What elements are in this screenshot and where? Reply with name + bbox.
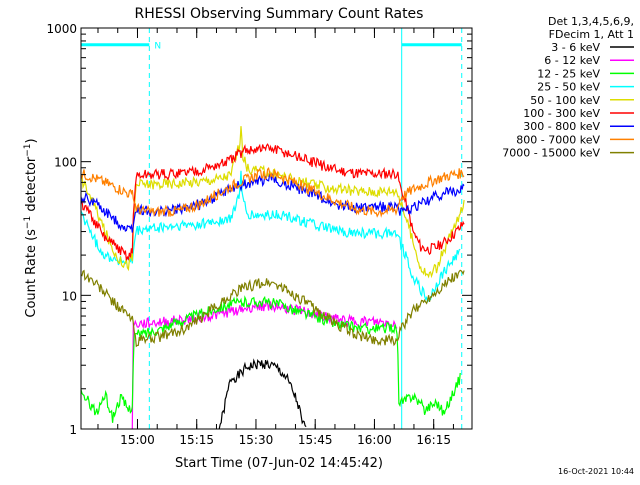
legend-label: 300 - 800 keV [523,120,600,133]
series-line [80,295,461,423]
chart-title: RHESSI Observing Summary Count Rates [135,6,424,22]
series-line [80,269,465,348]
series-line [218,358,307,430]
y-tick-label: 10 [62,289,77,303]
y-axis-label-main: Count Rate (s [24,229,39,318]
y-axis-label-end: ) [24,138,39,143]
y-axis-label-mid: detector [24,156,39,216]
x-tick-label: 15:15 [179,433,214,447]
y-tick-label: 1 [69,423,77,437]
series-line [80,143,465,261]
axes: 1 10 100 1000 15:00 15:15 15:30 15:45 16:00 16:15 [46,22,472,447]
y-axis-label-exp2: −1 [23,143,33,156]
legend-label: 25 - 50 keV [537,81,600,94]
legend-header-line-2: FDecim 1, Att 1 [549,28,634,41]
legend-label: 7000 - 15000 keV [502,147,600,160]
legend-label: 800 - 7000 keV [516,133,600,146]
x-axis-label: Start Time (07-Jun-02 14:45:42) [175,456,383,471]
plot-frame [80,27,473,430]
x-tick-label: 15:30 [239,433,274,447]
legend-header-line-1: Det 1,3,4,5,6,9, [548,15,634,28]
legend: Det 1,3,4,5,6,9, FDecim 1, Att 1 3 - 6 k… [502,15,634,160]
night-label: N [154,42,161,52]
x-tick-label: 16:00 [357,433,392,447]
series-line [80,166,465,218]
y-tick-label: 1000 [46,22,77,36]
legend-label: 100 - 300 keV [523,107,600,120]
y-tick-label: 100 [54,156,77,170]
legend-label: 50 - 100 keV [530,94,600,107]
x-tick-label: 15:00 [120,433,155,447]
series-lines [80,126,465,430]
legend-label: 3 - 6 keV [551,41,600,54]
legend-label: 6 - 12 keV [544,54,600,67]
series-line [80,170,461,303]
y-axis-label-exp1: −1 [23,216,33,229]
y-axis-label: Count Rate (s−1 detector−1) [23,138,39,317]
x-tick-label: 15:45 [298,433,333,447]
generation-timestamp: 16-Oct-2021 10:44 [558,467,634,476]
x-tick-label: 16:15 [416,433,451,447]
legend-label: 12 - 25 keV [537,67,600,80]
